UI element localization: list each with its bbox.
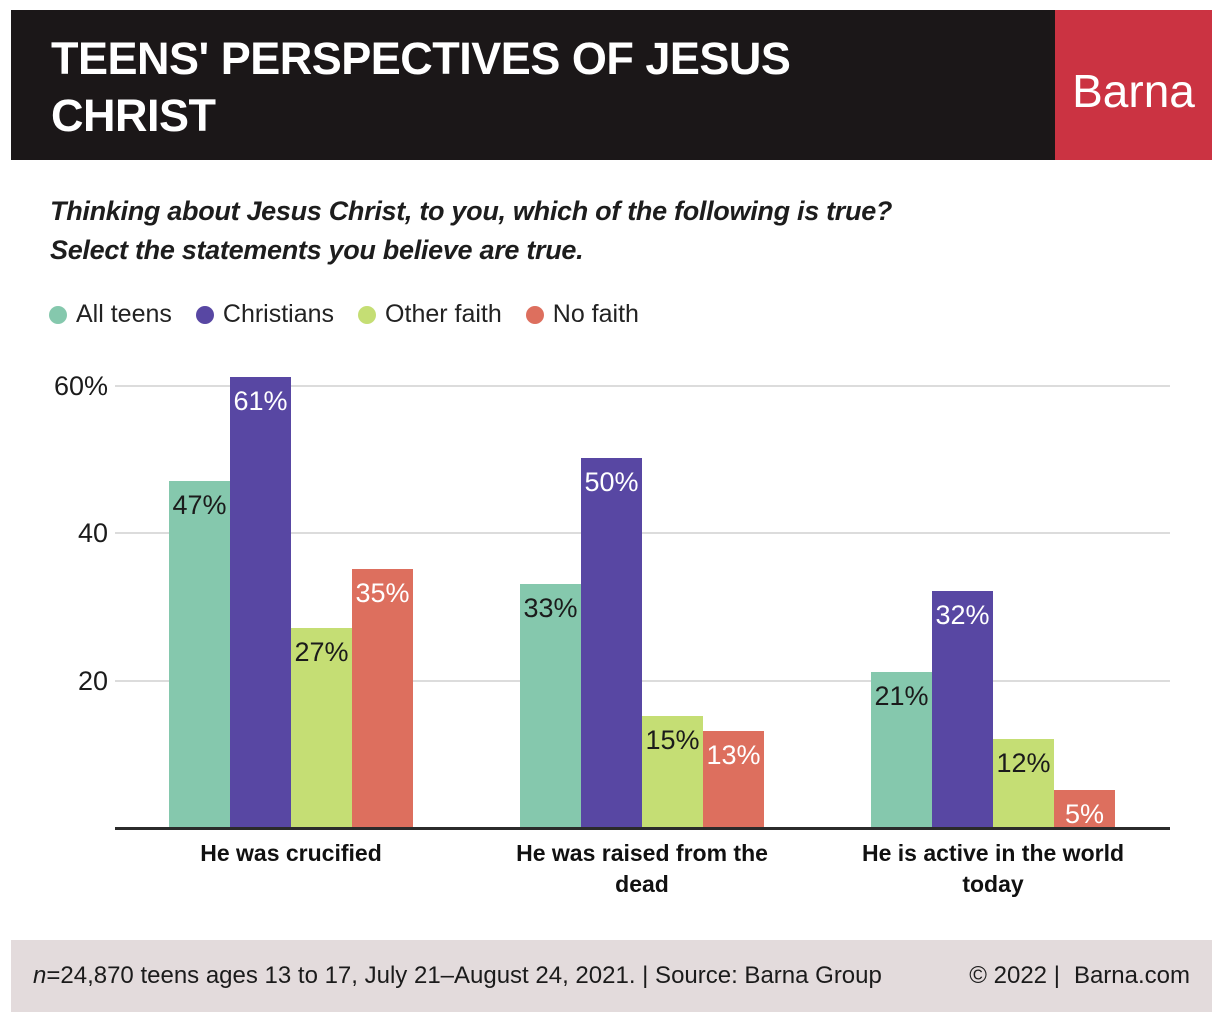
survey-question-line2: Select the statements you believe are tr… (50, 235, 584, 265)
bar-value-label: 61% (233, 386, 288, 416)
legend-color-dot (195, 305, 214, 324)
legend-item-christians: Christians (195, 300, 335, 329)
legend-color-dot (525, 305, 544, 324)
bar-value-label: 27% (294, 637, 349, 667)
barna-logo: Barna (1055, 10, 1212, 160)
bar-value-label: 15% (645, 725, 700, 755)
sample-note-text: =24,870 teens ages 13 to 17, July 21–Aug… (46, 962, 882, 989)
bar-value-label: 50% (584, 467, 639, 497)
legend-label: Other faith (385, 300, 502, 328)
bar-value-label: 13% (706, 740, 761, 770)
legend-label: Christians (222, 300, 335, 328)
x-axis-line (115, 827, 1170, 830)
page-title-line1: TEENS' PERSPECTIVES OF JESUS (51, 33, 791, 84)
bar-christians-cat2: 50% (581, 458, 642, 827)
bar-other-faith-cat1: 27% (291, 628, 352, 827)
bar-value-label: 21% (874, 681, 929, 711)
bar-all-teens-cat1: 47% (169, 481, 230, 827)
y-tick-label-40: 40 (77, 518, 108, 548)
barna-site-label: Barna.com (1073, 962, 1190, 989)
copyright-year: © 2022 | (969, 962, 1060, 989)
bar-christians-cat1: 61% (230, 377, 291, 827)
bar-all-teens-cat3: 21% (871, 672, 932, 827)
page-title: TEENS' PERSPECTIVES OF JESUS CHRIST (11, 10, 1055, 160)
gridline-60 (115, 385, 1170, 387)
category-label-1: He was crucified (200, 840, 382, 866)
legend-color-dot (49, 305, 67, 324)
category-label-2: He was raised from the dead (516, 840, 768, 897)
y-tick-label-60: 60% (53, 371, 108, 401)
bar-other-faith-cat2: 15% (642, 716, 703, 827)
bar-no-faith-cat3: 5% (1054, 790, 1115, 829)
gridline-20 (115, 680, 1170, 682)
bar-value-label: 47% (172, 490, 227, 520)
bar-no-faith-cat2: 13% (703, 731, 764, 827)
survey-question: Thinking about Jesus Christ, to you, whi… (50, 192, 892, 270)
legend-item-no-faith: No faith (525, 300, 639, 329)
category-label-3: He is active in the world today (861, 840, 1125, 897)
chart-legend: All teens Christians Other faith No faith (49, 300, 639, 329)
bar-value-label: 33% (523, 593, 578, 623)
copyright-note: © 2022 | Barna.com (969, 962, 1190, 990)
legend-item-other-faith: Other faith (358, 300, 502, 329)
sample-source-note: n=24,870 teens ages 13 to 17, July 21–Au… (33, 962, 882, 990)
bar-christians-cat3: 32% (932, 591, 993, 827)
bar-other-faith-cat3: 12% (993, 739, 1054, 827)
gridline-40 (115, 532, 1170, 534)
survey-question-line1: Thinking about Jesus Christ, to you, whi… (50, 196, 893, 226)
y-tick-label-20: 20 (77, 666, 108, 696)
legend-label: All teens (76, 300, 172, 328)
bar-all-teens-cat2: 33% (520, 584, 581, 827)
bar-value-label: 5% (1064, 799, 1105, 829)
y-axis-tick-labels: 60% 40 20 (40, 371, 108, 830)
legend-item-all-teens: All teens (49, 300, 172, 329)
bar-chart-plot-area: 47% 61% 27% 35% 33% 50% 15% 13% 21% 32% 12% 5% (115, 372, 1170, 830)
header: TEENS' PERSPECTIVES OF JESUS CHRIST Barn… (11, 10, 1212, 160)
footer: n=24,870 teens ages 13 to 17, July 21–Au… (11, 940, 1212, 1012)
page-title-line2: CHRIST (51, 90, 216, 141)
x-axis-category-labels: He was crucified He was raised from the d… (115, 838, 1170, 928)
bar-value-label: 32% (935, 600, 990, 630)
legend-label: No faith (552, 300, 639, 328)
bar-no-faith-cat1: 35% (352, 569, 413, 827)
bar-value-label: 35% (355, 578, 410, 608)
legend-color-dot (358, 305, 377, 324)
bar-value-label: 12% (996, 748, 1051, 778)
sample-n-symbol: n (33, 962, 47, 989)
